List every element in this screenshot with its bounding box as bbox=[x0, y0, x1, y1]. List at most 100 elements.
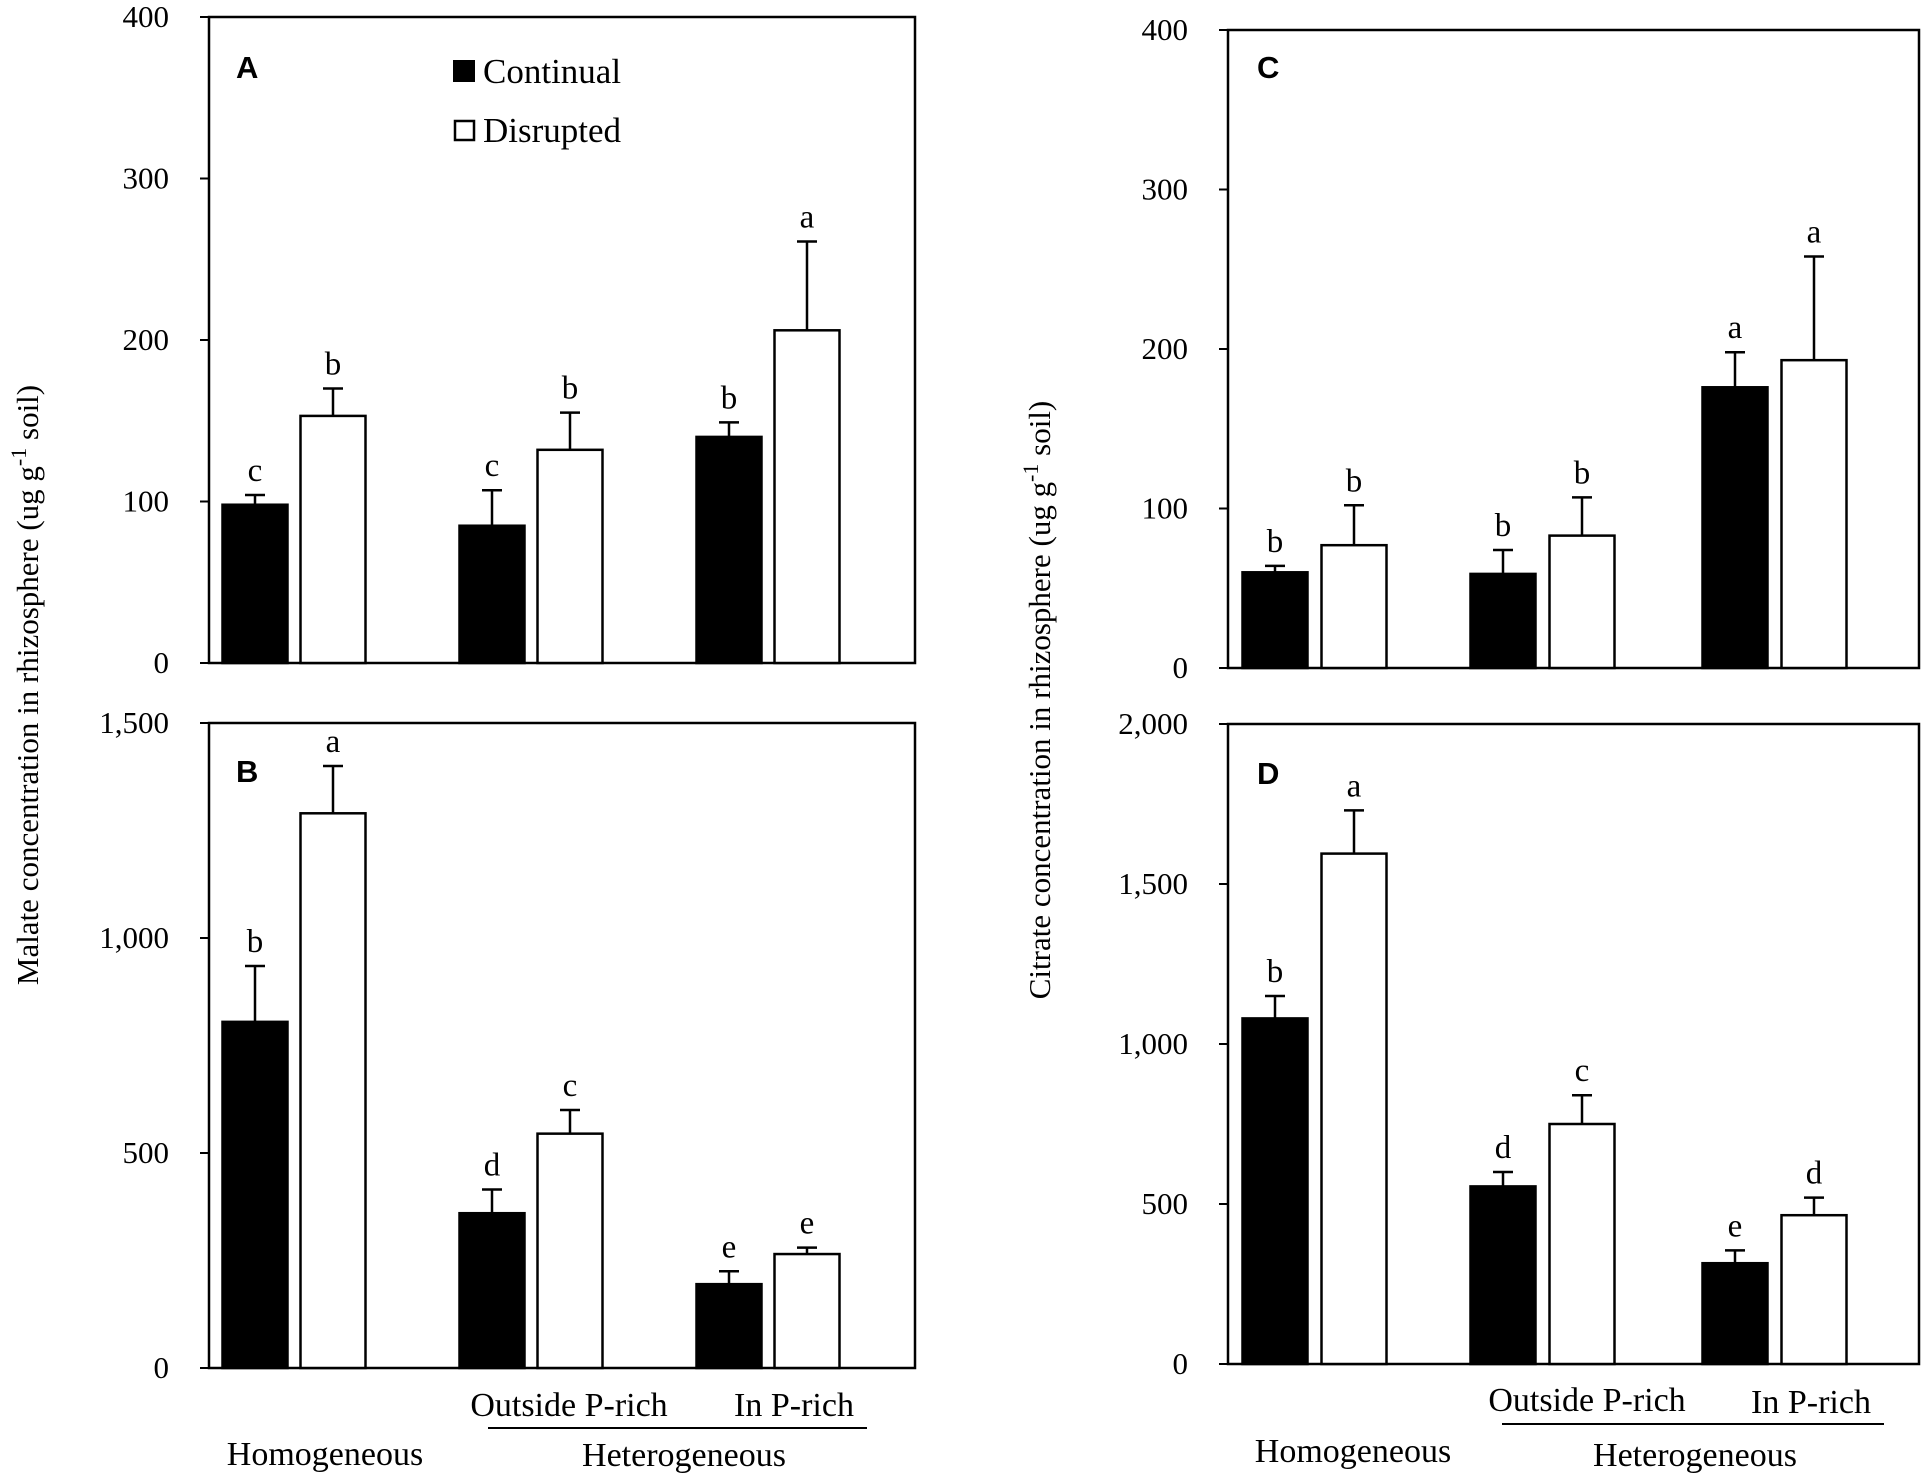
xlabel-heterogeneous-right: Heterogeneous bbox=[1593, 1437, 1797, 1474]
bar-disrupted bbox=[773, 329, 841, 665]
bar-continual bbox=[458, 1211, 526, 1370]
ylabel-right-superscript: -1 bbox=[1018, 464, 1043, 482]
xlabel-outside-right: Outside P-rich bbox=[1488, 1382, 1685, 1419]
ytick-label: 300 bbox=[1142, 172, 1189, 207]
bar-continual bbox=[1241, 1017, 1309, 1366]
bar-disrupted bbox=[1780, 358, 1848, 670]
ytick-label: 1,000 bbox=[1118, 1026, 1188, 1061]
ylabel-left: Malate concentration in rhizosphere (ug … bbox=[6, 385, 45, 985]
significance-letter: a bbox=[1728, 310, 1743, 346]
ytick-label: 400 bbox=[1142, 12, 1189, 47]
panel-a: 0 100 200 300 400 Ac c b b b a bbox=[123, 0, 917, 680]
bar-continual bbox=[221, 1020, 289, 1370]
ylabel-right: Citrate concentration in rhizosphere (ug… bbox=[1018, 401, 1057, 1000]
bar-continual bbox=[1701, 386, 1769, 670]
legend-disrupted-label: Disrupted bbox=[483, 111, 622, 150]
significance-letter: c bbox=[1575, 1053, 1590, 1089]
bar-continual bbox=[1469, 572, 1537, 670]
ytick-label: 1,500 bbox=[1118, 866, 1188, 901]
xlabel-heterogeneous-left: Heterogeneous bbox=[582, 1437, 786, 1474]
bar-disrupted bbox=[1548, 534, 1616, 670]
panel-label-a: A bbox=[236, 50, 258, 85]
xlabels-right: Outside P-rich In P-rich Homogeneous Het… bbox=[1255, 1382, 1884, 1474]
ytick-label: 500 bbox=[1142, 1186, 1189, 1221]
significance-letter: a bbox=[800, 199, 815, 235]
significance-letter: b bbox=[1495, 508, 1512, 544]
significance-letter: b bbox=[562, 371, 579, 407]
significance-letter: c bbox=[248, 453, 263, 489]
significance-letter: b bbox=[1346, 463, 1363, 499]
ytick-label: 400 bbox=[123, 0, 170, 34]
significance-letter: a bbox=[1347, 768, 1362, 804]
bar-continual bbox=[695, 1282, 763, 1370]
significance-letter: b bbox=[325, 346, 342, 382]
bar-continual bbox=[1701, 1261, 1769, 1366]
bar-disrupted bbox=[536, 1132, 604, 1370]
significance-letter: d bbox=[1495, 1130, 1512, 1166]
panel-label-b: B bbox=[236, 754, 258, 789]
bar-continual bbox=[695, 435, 763, 665]
ytick-label: 500 bbox=[123, 1135, 170, 1170]
legend-continual-swatch bbox=[453, 60, 475, 82]
panel-label-d: D bbox=[1257, 756, 1279, 791]
significance-letter: b bbox=[1267, 524, 1284, 560]
ylabel-left-superscript: -1 bbox=[6, 448, 31, 466]
xlabels-left: Outside P-rich In P-rich Homogeneous Het… bbox=[227, 1387, 867, 1474]
bar-disrupted bbox=[299, 812, 367, 1370]
significance-letter: c bbox=[485, 448, 500, 484]
bar-disrupted bbox=[536, 448, 604, 665]
significance-letter: a bbox=[1807, 214, 1822, 250]
bar-disrupted bbox=[1320, 852, 1388, 1366]
xlabel-outside-left: Outside P-rich bbox=[470, 1387, 667, 1424]
ylabel-left-tail: soil) bbox=[10, 385, 45, 448]
significance-letter: e bbox=[800, 1206, 815, 1242]
bar-continual bbox=[458, 524, 526, 665]
ylabel-right-main: Citrate concentration in rhizosphere (ug… bbox=[1022, 482, 1057, 999]
significance-letter: e bbox=[1728, 1208, 1743, 1244]
significance-letter: d bbox=[484, 1148, 501, 1184]
xlabel-inrich-right: In P-rich bbox=[1751, 1384, 1871, 1421]
significance-letter: e bbox=[722, 1229, 737, 1265]
bar-continual bbox=[1241, 571, 1309, 670]
bar-continual bbox=[1469, 1185, 1537, 1366]
ytick-label: 0 bbox=[154, 1350, 170, 1385]
panels: 0 100 200 300 400 Ac c b b b a 0 500 1,000 1,500 Bb d e a c… bbox=[99, 0, 1921, 1385]
ytick-label: 0 bbox=[1173, 1346, 1189, 1381]
bar-disrupted bbox=[1548, 1122, 1616, 1366]
xlabel-homogeneous-right: Homogeneous bbox=[1255, 1433, 1451, 1470]
ytick-label: 300 bbox=[123, 161, 170, 196]
bar-disrupted bbox=[773, 1252, 841, 1370]
significance-letter: b bbox=[1267, 954, 1284, 990]
panel-d: 0 500 1,000 1,500 2,000 Db d e a c d bbox=[1118, 706, 1921, 1381]
ytick-label: 200 bbox=[1142, 331, 1189, 366]
bar-disrupted bbox=[299, 414, 367, 665]
bar-continual bbox=[221, 503, 289, 665]
ytick-label: 100 bbox=[1142, 491, 1189, 526]
significance-letter: d bbox=[1806, 1156, 1823, 1192]
ytick-label: 100 bbox=[123, 484, 170, 519]
ytick-label: 1,500 bbox=[99, 705, 169, 740]
xlabel-homogeneous-left: Homogeneous bbox=[227, 1436, 423, 1473]
bar-disrupted bbox=[1780, 1213, 1848, 1366]
significance-letter: b bbox=[721, 380, 738, 416]
ytick-label: 200 bbox=[123, 322, 170, 357]
significance-letter: a bbox=[326, 724, 341, 760]
legend-continual-label: Continual bbox=[483, 52, 621, 91]
significance-letter: b bbox=[1574, 455, 1591, 491]
legend-disrupted-swatch bbox=[453, 119, 476, 142]
ylabel-left-main: Malate concentration in rhizosphere (ug … bbox=[10, 466, 45, 985]
ytick-label: 1,000 bbox=[99, 920, 169, 955]
ytick-label: 2,000 bbox=[1118, 706, 1188, 741]
bar-disrupted bbox=[1320, 543, 1388, 670]
panel-b: 0 500 1,000 1,500 Bb d e a c e bbox=[99, 705, 917, 1385]
ytick-label: 0 bbox=[1173, 650, 1189, 685]
ytick-label: 0 bbox=[154, 645, 170, 680]
panel-label-c: C bbox=[1257, 50, 1279, 85]
panel-c: 0 100 200 300 400 Cb b a b b a bbox=[1142, 12, 1921, 685]
legend: Continual Disrupted bbox=[453, 52, 622, 150]
significance-letter: b bbox=[247, 924, 264, 960]
ylabel-right-tail: soil) bbox=[1022, 401, 1057, 464]
xlabel-inrich-left: In P-rich bbox=[734, 1387, 854, 1424]
significance-letter: c bbox=[563, 1068, 578, 1104]
